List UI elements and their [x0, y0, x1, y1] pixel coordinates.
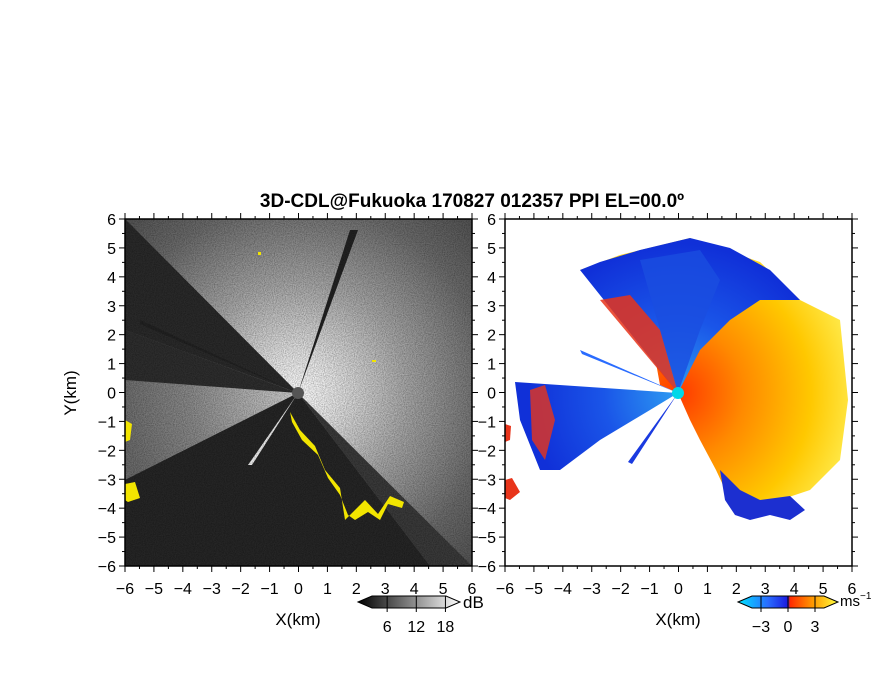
left-x-axis-label: X(km)	[275, 610, 320, 629]
right-y-tick-label: 5	[487, 241, 496, 258]
chart-title: 3D-CDL@Fukuoka 170827 012357 PPI EL=00.0…	[260, 191, 684, 212]
right-y-tick-label: 4	[487, 270, 496, 287]
right-y-tick-label: −5	[478, 530, 496, 547]
left-y-tick-label: −3	[98, 472, 116, 489]
right-panel: −6 −5 −4 −3 −2 −1 0 1 2 3 4 5 6 6543210−1−2−3−4−5−6 …	[478, 212, 858, 629]
right-tick-marks	[499, 213, 858, 572]
right-x-tick-label: −6	[496, 581, 514, 598]
right-x-tick-label: −1	[640, 581, 658, 598]
left-x-tick-label: 6	[468, 581, 477, 598]
right-colorbar-unit-exponent: −1	[860, 591, 872, 602]
right-y-tick-label: −6	[478, 559, 496, 576]
right-x-tick-label: 5	[819, 581, 828, 598]
left-x-tick-labels: −6 −5 −4 −3 −2 −1 0 1 2 3 4 5 6	[116, 581, 477, 598]
left-x-tick-label: −6	[116, 581, 134, 598]
right-x-tick-label: 0	[674, 581, 683, 598]
left-x-tick-label: 4	[410, 581, 419, 598]
left-y-tick-label: 5	[107, 241, 116, 258]
left-x-tick-label: 3	[381, 581, 390, 598]
left-y-tick-label: −6	[98, 559, 116, 576]
left-y-tick-label: 4	[107, 270, 116, 287]
left-x-tick-label: −1	[260, 581, 278, 598]
left-y-tick-label: 6	[107, 212, 116, 229]
right-colorbar-ticks: −3 0 3	[752, 596, 820, 636]
right-y-tick-label: 3	[487, 299, 496, 316]
left-y-tick-label: 2	[107, 328, 116, 345]
right-x-tick-label: −4	[554, 581, 572, 598]
right-colorbar-unit-wrap: ms−1	[840, 591, 872, 610]
right-y-tick-label: 1	[487, 357, 496, 374]
right-x-tick-label: −2	[612, 581, 630, 598]
right-x-tick-label: 6	[848, 581, 857, 598]
left-x-tick-label: −2	[232, 581, 250, 598]
right-y-tick-label: 0	[487, 386, 496, 403]
right-colorbar-unit: ms	[840, 593, 860, 610]
right-x-tick-label: 1	[703, 581, 712, 598]
y-axis-label: Y(km)	[61, 370, 80, 415]
left-colorbar-ticks: 6 12 18	[383, 596, 455, 636]
left-panel: −6 −5 −4 −3 −2 −1 0 1 2 3 4 5 6 6543210−1−2−3−4−5−6 …	[61, 212, 478, 629]
left-y-tick-label: −1	[98, 414, 116, 431]
left-y-tick-labels: 6 5 4 3 2 1 0 −1 −2 −3 −4 −5 −6	[98, 212, 116, 576]
left-x-tick-label: −3	[203, 581, 221, 598]
left-intensity-image	[125, 219, 472, 566]
left-tick-marks	[119, 213, 478, 572]
right-colorbar-tick-label: −3	[752, 619, 770, 636]
left-x-tick-label: −5	[145, 581, 163, 598]
right-x-tick-label: −3	[583, 581, 601, 598]
left-x-tick-label: 5	[439, 581, 448, 598]
left-x-tick-label: 1	[323, 581, 332, 598]
left-y-tick-label: −4	[98, 501, 116, 518]
right-y-tick-label: 2	[487, 328, 496, 345]
left-colorbar-unit: dB	[463, 593, 484, 612]
right-x-tick-label: 4	[790, 581, 799, 598]
left-colorbar-tick-label: 12	[407, 619, 425, 636]
right-y-tick-label: −1	[478, 414, 496, 431]
left-x-tick-label: 0	[294, 581, 303, 598]
left-colorbar-tick-label: 6	[383, 619, 392, 636]
right-y-tick-label: −4	[478, 501, 496, 518]
right-colorbar: −3 0 3 ms−1	[736, 591, 872, 636]
right-colorbar-tick-label: 0	[784, 619, 793, 636]
right-x-tick-label: 3	[761, 581, 770, 598]
right-y-tick-label: 6	[487, 212, 496, 229]
left-y-tick-label: 3	[107, 299, 116, 316]
left-y-tick-label: −2	[98, 443, 116, 460]
right-colorbar-tick-label: 3	[811, 619, 820, 636]
left-x-tick-label: −4	[174, 581, 192, 598]
right-velocity-image	[505, 219, 852, 566]
left-colorbar-tick-label: 18	[437, 619, 455, 636]
left-x-tick-label: 2	[352, 581, 361, 598]
right-x-tick-labels: −6 −5 −4 −3 −2 −1 0 1 2 3 4 5 6	[496, 581, 857, 598]
right-y-tick-labels: 6 5 4 3 2 1 0 −1 −2 −3 −4 −5 −6	[478, 212, 496, 576]
left-y-tick-label: −5	[98, 530, 116, 547]
right-x-tick-label: −5	[525, 581, 543, 598]
left-y-tick-label: 1	[107, 357, 116, 374]
left-colorbar: 6 12 18 dB	[356, 593, 484, 636]
right-x-tick-label: 2	[732, 581, 741, 598]
right-x-axis-label: X(km)	[655, 610, 700, 629]
right-y-tick-label: −3	[478, 472, 496, 489]
right-y-tick-label: −2	[478, 443, 496, 460]
left-y-tick-label: 0	[107, 386, 116, 403]
